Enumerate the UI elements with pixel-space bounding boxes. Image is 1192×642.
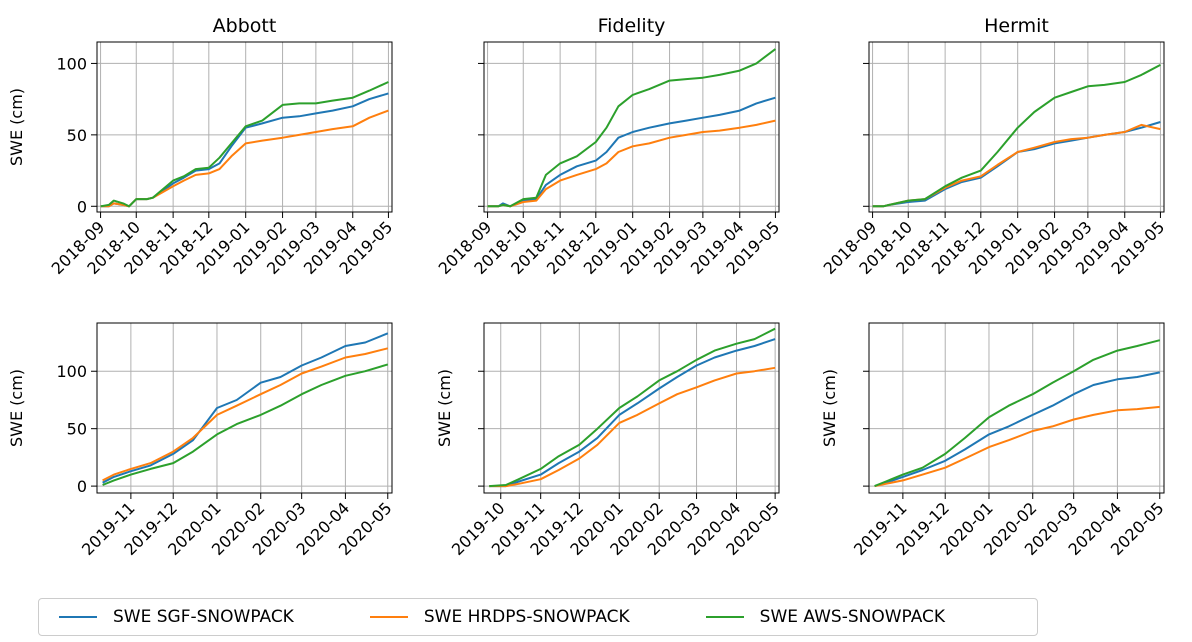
legend-swatch-aws bbox=[705, 616, 744, 618]
legend-label-aws: SWE AWS-SNOWPACK bbox=[759, 607, 946, 627]
axes-frame bbox=[868, 322, 1165, 494]
axes-frame bbox=[868, 41, 1165, 213]
y-tick-label: 100 bbox=[56, 54, 87, 73]
axes-frame bbox=[96, 322, 393, 494]
axes-frame bbox=[483, 41, 780, 213]
y-tick-label: 0 bbox=[77, 477, 87, 496]
series-line-aws bbox=[489, 327, 776, 488]
y-tick-label: 50 bbox=[67, 420, 87, 439]
series-line-sgf bbox=[489, 338, 776, 488]
y-axis-label: SWE (cm) bbox=[435, 369, 454, 447]
series-line-sgf bbox=[874, 371, 1160, 488]
series-line-hrdps bbox=[489, 366, 776, 488]
series-line-aws bbox=[872, 64, 1161, 208]
series-line-hrdps bbox=[872, 123, 1161, 208]
y-axis-label: SWE (cm) bbox=[7, 369, 26, 447]
subplot-1: 2018-092018-102018-112018-122019-012019-… bbox=[7, 15, 396, 278]
legend-item-aws: SWE AWS-SNOWPACK bbox=[705, 607, 946, 627]
series-line-aws bbox=[487, 48, 777, 208]
subplot-2: 2018-092018-102018-112018-122019-012019-… bbox=[435, 15, 784, 278]
series-line-sgf bbox=[100, 92, 389, 208]
legend-label-sgf: SWE SGF-SNOWPACK bbox=[113, 607, 294, 627]
subplot-3: 2018-092018-102018-112018-122019-012019-… bbox=[820, 15, 1169, 278]
subplot-title: Hermit bbox=[984, 15, 1049, 37]
series-line-hrdps bbox=[100, 109, 389, 208]
series-line-hrdps bbox=[874, 405, 1160, 488]
y-tick-label: 0 bbox=[77, 197, 87, 216]
subplot-title: Fidelity bbox=[598, 15, 666, 37]
subplot-4: 2019-112019-122020-012020-022020-032020-… bbox=[7, 322, 396, 559]
legend-item-sgf: SWE SGF-SNOWPACK bbox=[59, 607, 294, 627]
subplot-6: 2019-112019-122020-012020-022020-032020-… bbox=[820, 322, 1168, 559]
y-tick-label: 100 bbox=[56, 362, 87, 381]
y-axis-label: SWE (cm) bbox=[820, 369, 839, 447]
series-line-aws bbox=[874, 339, 1161, 488]
legend-swatch-sgf bbox=[59, 616, 97, 618]
legend-swatch-hrdps bbox=[369, 616, 408, 618]
axes-frame bbox=[483, 322, 780, 494]
series-line-sgf bbox=[487, 96, 776, 208]
y-axis-label: SWE (cm) bbox=[7, 88, 26, 166]
series-line-hrdps bbox=[102, 347, 389, 482]
axes-frame bbox=[96, 41, 393, 213]
series-line-sgf bbox=[102, 332, 389, 484]
subplot-5: 2019-102019-112019-122020-012020-022020-… bbox=[435, 322, 783, 559]
subplot-title: Abbott bbox=[213, 15, 277, 37]
series-line-aws bbox=[102, 363, 389, 486]
legend: SWE SGF-SNOWPACK SWE HRDPS-SNOWPACK SWE … bbox=[38, 598, 1038, 636]
series-line-aws bbox=[100, 81, 389, 208]
legend-label-hrdps: SWE HRDPS-SNOWPACK bbox=[423, 607, 630, 627]
y-tick-label: 50 bbox=[67, 126, 87, 145]
legend-item-hrdps: SWE HRDPS-SNOWPACK bbox=[369, 607, 630, 627]
